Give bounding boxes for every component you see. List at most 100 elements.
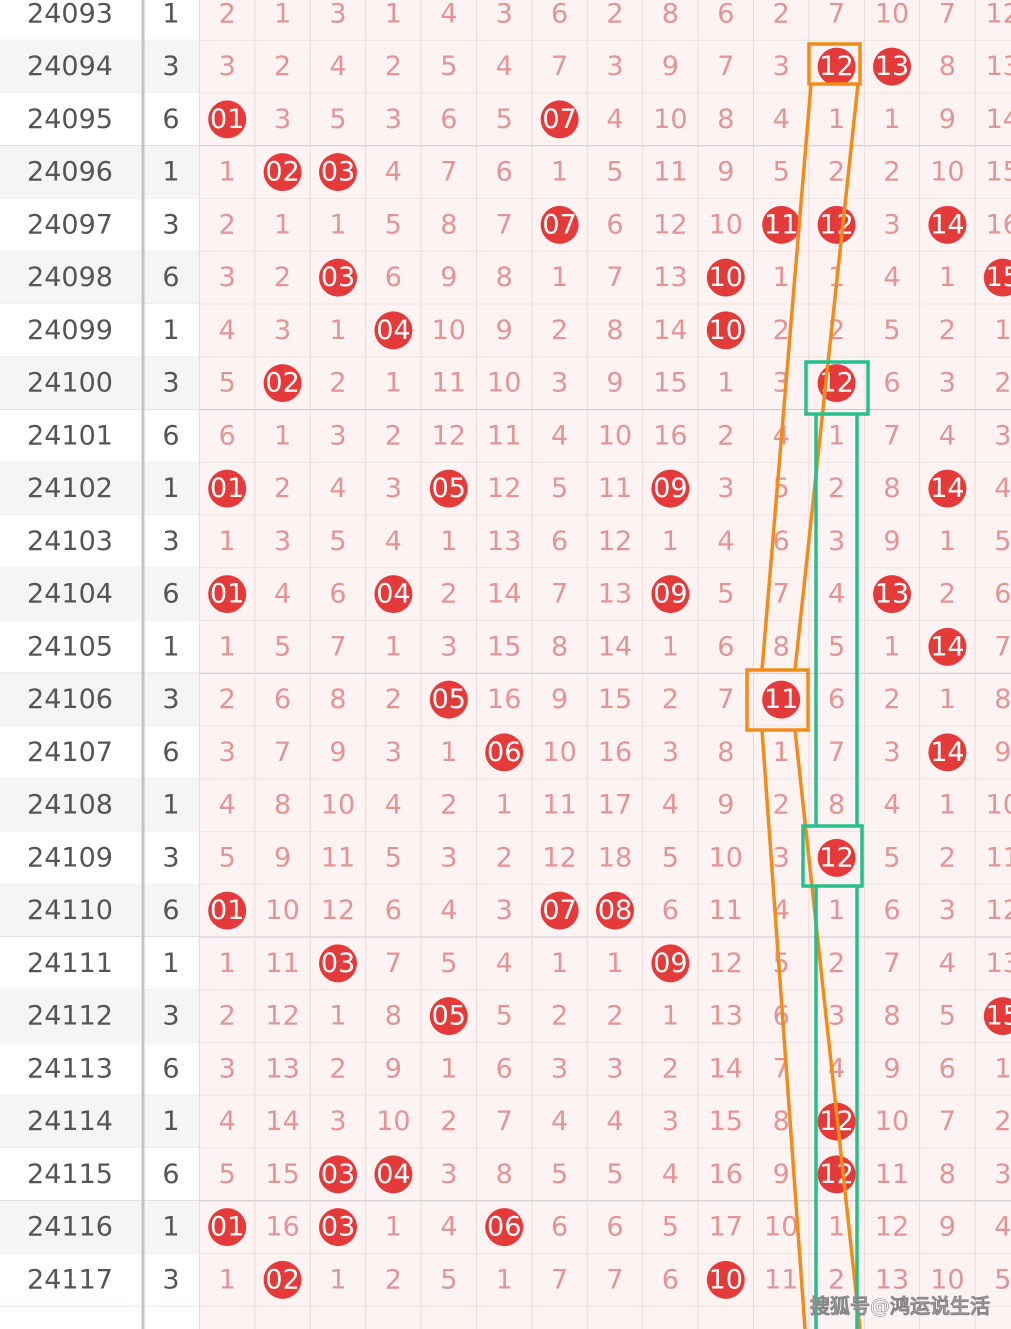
miss-count: 6 [939, 1053, 956, 1084]
miss-count: 2 [883, 157, 900, 188]
hit-number: 02 [265, 368, 299, 399]
miss-count: 6 [551, 1212, 568, 1243]
miss-count: 5 [883, 315, 900, 346]
hit-ball [651, 944, 690, 983]
miss-count: 3 [329, 420, 346, 451]
row-bg [0, 673, 200, 726]
issue: 24093 [27, 0, 113, 29]
miss-count: 1 [274, 209, 291, 240]
miss-count: 3 [496, 895, 513, 926]
miss-count: 9 [606, 368, 623, 399]
watermark: 搜狐号@鸿运说生活 [810, 1294, 990, 1318]
hit-number: 10 [709, 1264, 743, 1295]
miss-count: 2 [994, 368, 1011, 399]
group: 1 [162, 315, 179, 346]
miss-count: 1 [883, 631, 900, 662]
miss-count: 10 [432, 315, 466, 346]
miss-count: 16 [487, 684, 521, 715]
miss-count: 9 [883, 1053, 900, 1084]
miss-count: 5 [496, 1001, 513, 1032]
orange-line [793, 729, 862, 1329]
miss-count: 10 [542, 737, 576, 768]
row-bg [0, 251, 200, 304]
miss-count: 9 [994, 737, 1011, 768]
miss-count: 3 [440, 842, 457, 873]
miss-count: 1 [219, 526, 236, 557]
hit-ball [983, 997, 1011, 1036]
miss-count: 7 [385, 948, 402, 979]
miss-count: 1 [440, 737, 457, 768]
miss-count: 2 [274, 262, 291, 293]
miss-count: 1 [939, 790, 956, 821]
group: 3 [162, 368, 179, 399]
row-bg [0, 304, 200, 357]
hit-ball [817, 1155, 856, 1194]
hit-number: 09 [653, 473, 687, 504]
miss-count: 6 [994, 579, 1011, 610]
miss-count: 15 [598, 684, 632, 715]
miss-count: 3 [828, 1001, 845, 1032]
miss-count: 2 [219, 209, 236, 240]
miss-count: 2 [329, 368, 346, 399]
miss-count: 8 [994, 684, 1011, 715]
miss-count: 1 [329, 315, 346, 346]
miss-count: 4 [773, 104, 790, 135]
hit-number: 14 [930, 473, 964, 504]
miss-count: 2 [662, 684, 679, 715]
miss-count: 8 [939, 51, 956, 82]
row-bg [0, 1200, 200, 1254]
miss-count: 11 [764, 1264, 798, 1295]
issue: 24104 [27, 579, 113, 610]
issue: 24102 [27, 473, 113, 504]
miss-count: 4 [329, 473, 346, 504]
hit-number: 11 [764, 684, 798, 715]
miss-count: 8 [329, 684, 346, 715]
miss-count: 9 [551, 684, 568, 715]
miss-count: 3 [329, 1106, 346, 1137]
miss-count: 3 [606, 1053, 623, 1084]
miss-count: 2 [828, 157, 845, 188]
miss-count: 2 [939, 579, 956, 610]
miss-count: 3 [385, 473, 402, 504]
miss-count: 4 [385, 157, 402, 188]
miss-count: 1 [773, 737, 790, 768]
miss-count: 5 [773, 157, 790, 188]
hit-number: 06 [487, 737, 521, 768]
miss-count: 5 [440, 1264, 457, 1295]
hit-ball [873, 575, 911, 614]
orange-line [760, 83, 813, 671]
issue: 24095 [27, 104, 113, 135]
hit-ball [706, 311, 745, 350]
group: 1 [162, 473, 179, 504]
hit-number: 01 [210, 104, 244, 135]
miss-count: 12 [709, 948, 743, 979]
miss-count: 6 [551, 0, 568, 29]
miss-count: 1 [219, 1264, 236, 1295]
miss-count: 2 [939, 842, 956, 873]
miss-count: 4 [662, 790, 679, 821]
row-bg [0, 0, 200, 41]
hit-number: 09 [653, 948, 687, 979]
number-area [199, 0, 1011, 1329]
miss-count: 2 [385, 1264, 402, 1295]
miss-count: 3 [717, 473, 734, 504]
miss-count: 1 [828, 420, 845, 451]
group: 3 [162, 1001, 179, 1032]
miss-count: 2 [274, 51, 291, 82]
hit-number: 01 [210, 579, 244, 610]
miss-count: 6 [828, 684, 845, 715]
miss-count: 1 [883, 104, 900, 135]
miss-count: 6 [883, 895, 900, 926]
group: 6 [162, 895, 179, 926]
hit-ball [319, 1208, 357, 1247]
miss-count: 7 [551, 1264, 568, 1295]
miss-count: 5 [662, 1212, 679, 1243]
group: 3 [162, 842, 179, 873]
miss-count: 5 [440, 51, 457, 82]
miss-count: 3 [385, 104, 402, 135]
miss-count: 13 [875, 1264, 909, 1295]
issue: 24107 [27, 737, 113, 768]
miss-count: 8 [773, 631, 790, 662]
miss-count: 9 [496, 315, 513, 346]
miss-count: 17 [709, 1212, 743, 1243]
